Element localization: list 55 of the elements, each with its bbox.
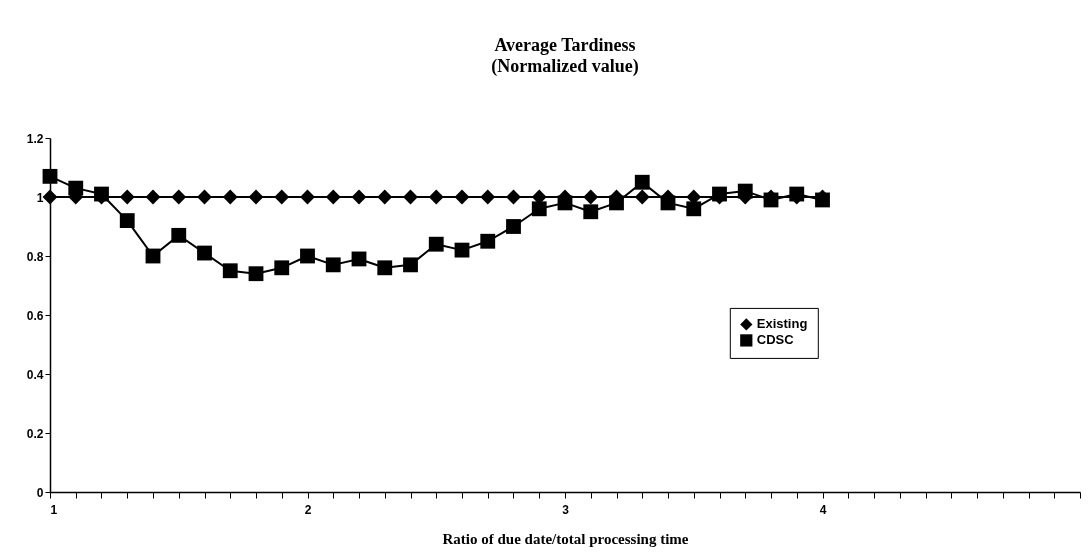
point bbox=[737, 183, 753, 199]
point bbox=[222, 263, 238, 279]
point bbox=[403, 257, 418, 273]
point bbox=[351, 189, 367, 205]
legend-label: CDSC bbox=[756, 332, 795, 348]
chart-title: Average Tardiness bbox=[494, 35, 636, 55]
point bbox=[42, 168, 58, 184]
y-tick-label: 1.2 bbox=[26, 131, 44, 146]
point bbox=[300, 248, 315, 264]
y-tick-label: 0.6 bbox=[26, 308, 44, 323]
point bbox=[119, 213, 135, 229]
point bbox=[506, 219, 521, 234]
point bbox=[583, 204, 599, 220]
point bbox=[42, 189, 58, 205]
y-tick-label: 1 bbox=[36, 190, 44, 205]
point bbox=[480, 233, 496, 249]
point bbox=[609, 195, 624, 211]
point bbox=[531, 201, 547, 217]
point bbox=[119, 189, 135, 205]
y-tick-label: 0.2 bbox=[26, 426, 44, 441]
point bbox=[248, 189, 264, 205]
point bbox=[377, 189, 393, 205]
point bbox=[583, 189, 599, 205]
x-tick-label: 3 bbox=[562, 502, 570, 517]
chart-subtitle: (Normalized value) bbox=[491, 56, 639, 77]
legend-label: Existing bbox=[756, 316, 808, 332]
point bbox=[428, 189, 444, 205]
y-tick-label: 0.8 bbox=[26, 249, 44, 264]
point bbox=[660, 195, 676, 211]
point bbox=[171, 189, 187, 205]
point bbox=[222, 189, 238, 205]
y-tick-label: 0.4 bbox=[26, 367, 44, 382]
x-tick-label: 4 bbox=[819, 502, 827, 517]
point bbox=[325, 257, 341, 273]
y-tick-label: 0 bbox=[36, 485, 44, 500]
point bbox=[428, 236, 444, 252]
point bbox=[68, 180, 84, 196]
point bbox=[145, 189, 161, 205]
point bbox=[634, 174, 650, 190]
point bbox=[197, 245, 212, 261]
point bbox=[480, 189, 496, 205]
point bbox=[248, 266, 264, 282]
point bbox=[274, 189, 290, 205]
x-tick-label: 1 bbox=[50, 502, 58, 517]
point bbox=[454, 242, 470, 258]
point bbox=[325, 189, 341, 205]
point bbox=[274, 260, 290, 276]
x-axis-title: Ratio of due date/total processing time bbox=[442, 530, 689, 547]
x-tick-label: 2 bbox=[304, 502, 312, 517]
point bbox=[171, 227, 187, 243]
point bbox=[377, 260, 393, 276]
point bbox=[634, 189, 650, 205]
point bbox=[686, 201, 702, 217]
point bbox=[454, 189, 470, 205]
point bbox=[557, 195, 573, 211]
